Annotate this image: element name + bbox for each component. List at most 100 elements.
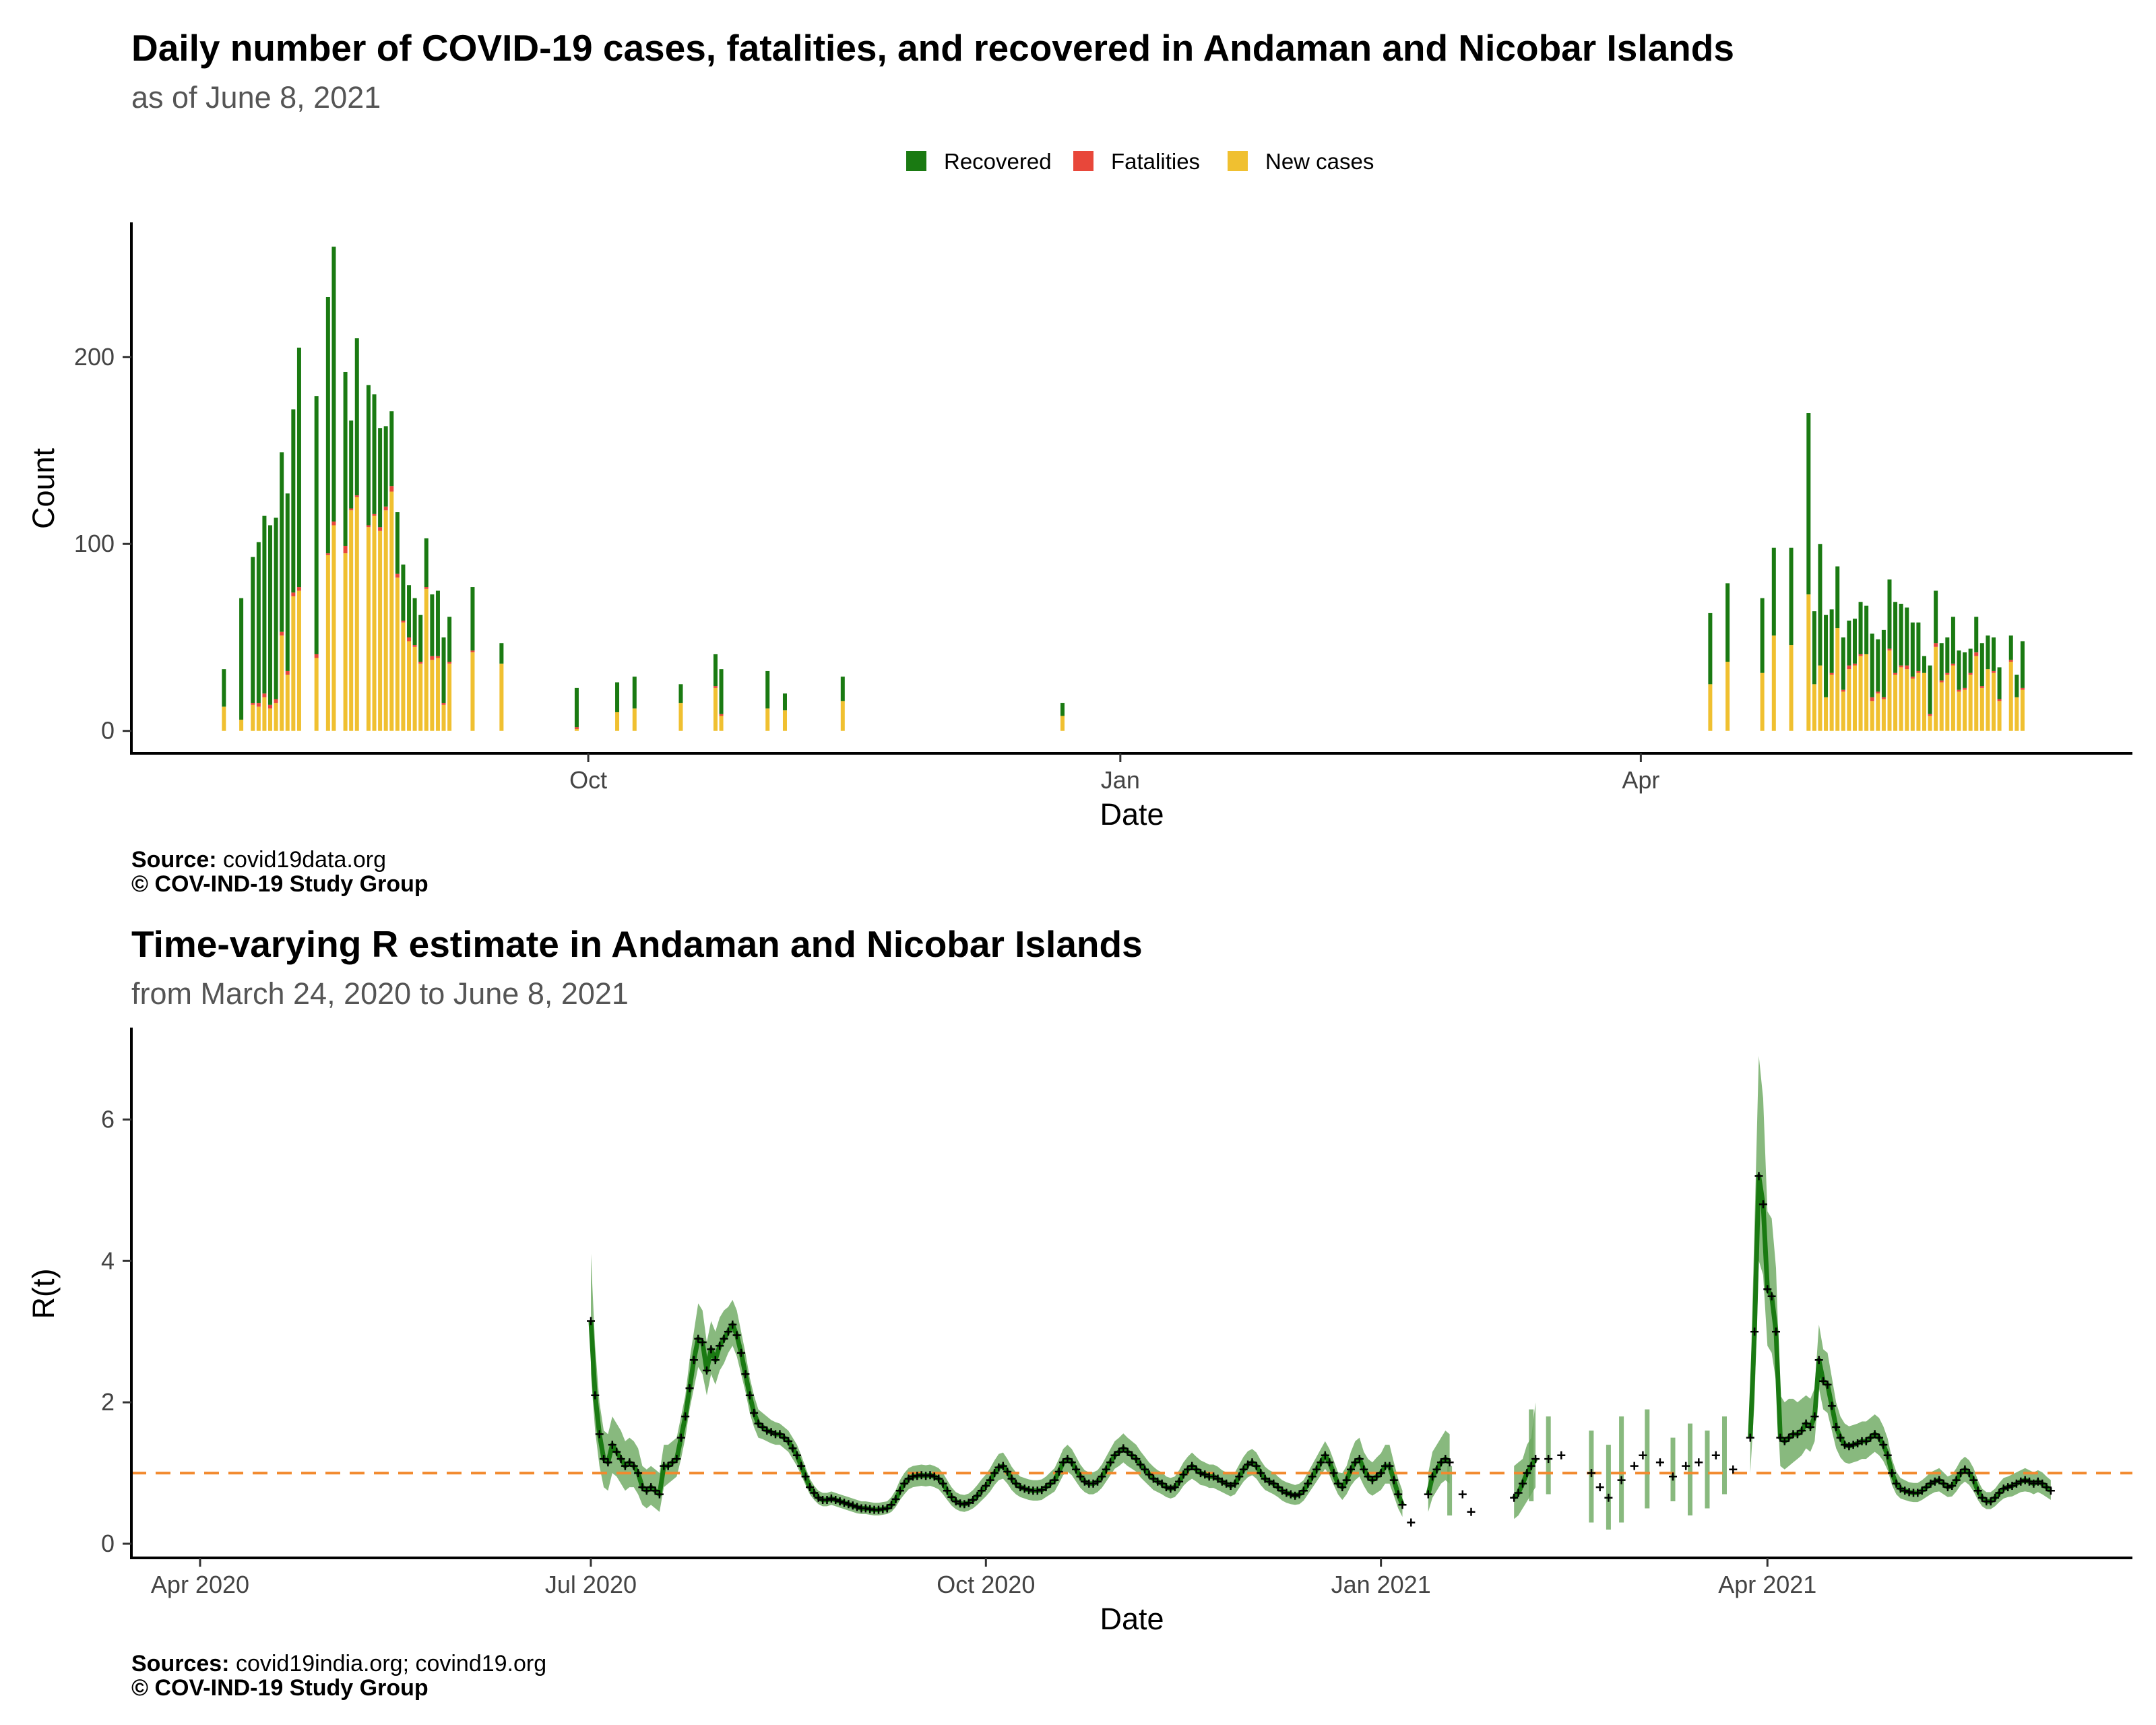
rt-point-2021-04-15 <box>1823 1380 1832 1389</box>
rt-point-2020-09-08 <box>883 1504 891 1513</box>
rt-point-2021-06-01 <box>2025 1477 2033 1486</box>
bar-new-cases-2020-09-04 <box>430 660 435 731</box>
rt-point-2021-05-07 <box>1917 1486 1926 1495</box>
bar-recovered-2021-05-10 <box>1864 605 1869 654</box>
rt-point-2020-10-27 <box>1093 1477 1102 1486</box>
bar-recovered-2021-05-31 <box>1986 635 1990 670</box>
rt-point-2021-05-12 <box>1939 1479 1948 1488</box>
rt-point-2020-11-17 <box>1183 1465 1192 1474</box>
rt-point-2020-09-19 <box>930 1472 939 1481</box>
bar-new-cases-2020-08-07 <box>268 708 273 731</box>
rt-point-2021-04-29 <box>1883 1451 1892 1460</box>
bar-new-cases-2020-08-10 <box>285 675 290 731</box>
bar-new-cases-2020-08-02 <box>239 720 244 731</box>
rt-point-2021-04-04 <box>1776 1433 1785 1442</box>
bar-new-cases-2020-08-24 <box>366 527 371 731</box>
bar-fatalities-2020-10-24 <box>719 714 724 716</box>
rt-point-2020-12-30 <box>1368 1476 1376 1484</box>
rt-point-2020-08-22 <box>810 1488 819 1497</box>
bar-recovered-2021-05-15 <box>1893 602 1898 673</box>
bar-recovered-2020-08-27 <box>383 426 388 507</box>
bar-recovered-2021-05-28 <box>1968 648 1973 673</box>
rt-point-2020-08-07 <box>745 1391 754 1400</box>
bar-fatalities-2021-06-06 <box>2020 687 2025 690</box>
bar-recovered-2021-06-06 <box>2020 641 2025 688</box>
bar-new-cases-2021-04-30 <box>1806 594 1811 731</box>
rt-point-2020-07-08 <box>616 1455 625 1464</box>
rt-point-2021-04-11 <box>1806 1422 1814 1431</box>
rt-point-2021-01-04 <box>1389 1476 1398 1484</box>
rt-point-2020-08-11 <box>763 1426 771 1435</box>
bar-recovered-2020-09-04 <box>430 594 435 656</box>
rt-point-2021-05-23 <box>1986 1497 1995 1506</box>
bar-recovered-2020-08-08 <box>274 518 278 699</box>
rt-point-2020-08-29 <box>840 1499 848 1507</box>
bar-new-cases-2021-05-20 <box>1922 672 1926 731</box>
rt-point-2021-03-16 <box>1694 1458 1703 1467</box>
rt-point-2021-04-03 <box>1772 1327 1780 1336</box>
source-text: covid19data.org <box>223 847 386 873</box>
rt-point-2021-02-21 <box>1595 1483 1604 1492</box>
legend-swatch-recovered <box>906 151 926 171</box>
bar-fatalities-2020-08-05 <box>256 703 261 707</box>
rt-point-2020-10-09 <box>1016 1483 1025 1492</box>
rt-point-2020-10-29 <box>1102 1465 1110 1474</box>
bar-fatalities-2020-08-15 <box>314 654 319 658</box>
rt-point-2020-11-10 <box>1153 1477 1162 1486</box>
rt-point-2020-07-07 <box>612 1447 621 1456</box>
rt-point-2021-05-09 <box>1926 1479 1935 1488</box>
rt-point-2021-05-10 <box>1930 1477 1939 1486</box>
rt-point-2021-04-01 <box>1763 1285 1772 1294</box>
bar-new-cases-2021-05-27 <box>1963 689 1967 731</box>
bar-recovered-2020-08-09 <box>280 452 284 632</box>
bar-new-cases-2020-08-12 <box>296 590 301 731</box>
bar-new-cases-2020-11-14 <box>840 701 845 731</box>
bar-recovered-2021-05-12 <box>1876 639 1880 692</box>
bar-new-cases-2020-12-22 <box>1060 716 1065 731</box>
bar-recovered-2021-05-29 <box>1974 617 1979 653</box>
rt-band-segment-2 <box>1428 1431 1450 1512</box>
bar-fatalities-2020-09-02 <box>418 662 423 664</box>
bar-recovered-2021-05-16 <box>1899 604 1903 666</box>
bar-fatalities-2021-05-07 <box>1847 665 1851 670</box>
rt-point-2021-04-12 <box>1810 1412 1819 1421</box>
bar-recovered-2020-08-29 <box>395 512 400 574</box>
rt-point-2020-09-23 <box>947 1493 956 1501</box>
rt-point-2020-08-08 <box>750 1408 759 1417</box>
bar-new-cases-2021-06-06 <box>2020 689 2025 731</box>
rt-point-2020-09-11 <box>895 1486 904 1495</box>
rt-point-2021-05-02 <box>1896 1484 1905 1493</box>
rt-band-segment-4 <box>1750 1056 2051 1509</box>
rt-chart-x-ticks: Apr 2020 Jul 2020 Oct 2020 Jan 2021 Apr 2021 <box>151 1558 1816 1598</box>
rt-point-2021-04-06 <box>1785 1433 1794 1442</box>
rt-point-2021-01-03 <box>1385 1462 1394 1470</box>
rt-point-2021-01-20 <box>1458 1490 1467 1499</box>
bar-recovered-2020-10-17 <box>678 684 683 703</box>
rt-point-2021-04-22 <box>1853 1439 1862 1447</box>
bar-recovered-2020-09-06 <box>441 637 446 703</box>
bar-fatalities-2020-08-31 <box>407 637 412 641</box>
rt-point-2020-12-22 <box>1333 1479 1342 1488</box>
rt-point-2021-02-09 <box>1544 1455 1553 1464</box>
bar-new-cases-2021-05-12 <box>1876 693 1880 731</box>
bar-recovered-2020-08-05 <box>256 542 261 703</box>
bar-recovered-2020-09-05 <box>435 590 440 656</box>
bar-recovered-2020-08-25 <box>372 394 377 514</box>
bar-new-cases-2021-05-19 <box>1916 672 1921 731</box>
bar-fatalities-2020-08-17 <box>325 553 330 555</box>
rt-point-2021-04-10 <box>1802 1419 1810 1428</box>
rt-point-2020-11-12 <box>1162 1483 1170 1492</box>
bar-fatalities-2020-09-01 <box>412 645 417 647</box>
bar-new-cases-2020-08-20 <box>343 553 348 731</box>
rt-point-2020-12-21 <box>1329 1469 1338 1478</box>
bar-new-cases-2021-05-10 <box>1864 654 1869 731</box>
rt-point-2021-05-31 <box>2021 1476 2029 1484</box>
bar-new-cases-2020-08-30 <box>401 622 406 731</box>
rt-point-2020-07-13 <box>638 1483 647 1492</box>
rt-estimate-chart: Time-varying R estimate in Andaman and N… <box>26 923 2132 1701</box>
rt-point-2020-08-15 <box>780 1433 788 1442</box>
rt-point-2021-05-18 <box>1965 1469 1973 1478</box>
rt-point-2020-11-24 <box>1213 1474 1222 1483</box>
bar-new-cases-2021-04-13 <box>1708 684 1713 731</box>
